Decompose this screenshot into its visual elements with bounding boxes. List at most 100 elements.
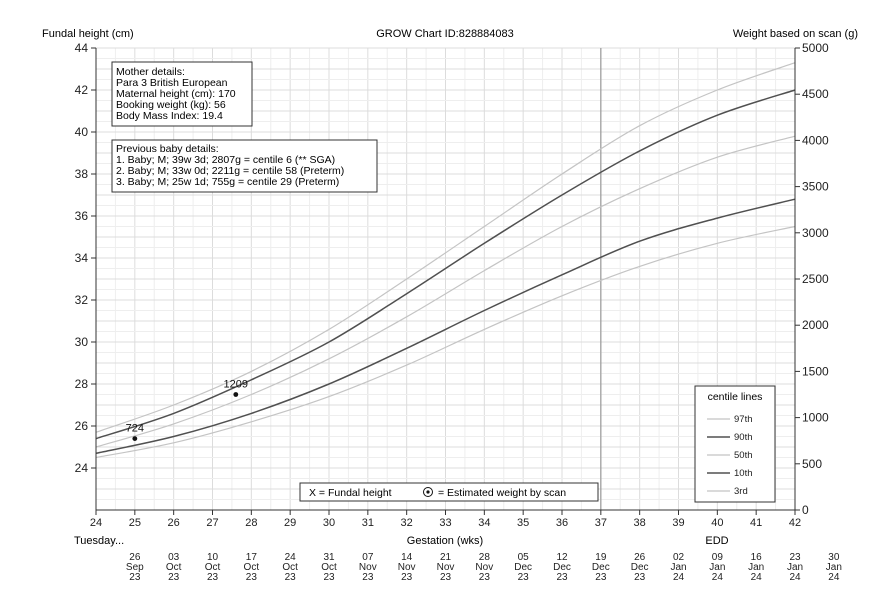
scan-point — [132, 436, 138, 441]
centile-line-10th — [95, 198, 796, 455]
date-label: 26 — [129, 552, 141, 563]
centile-lines — [95, 62, 796, 459]
date-label: 24 — [828, 572, 840, 583]
right-axis-title: Weight based on scan (g) — [733, 28, 858, 40]
right-tick-label: 4000 — [802, 133, 829, 147]
date-label: Nov — [437, 562, 455, 573]
date-label: 07 — [362, 552, 374, 563]
date-label: 23 — [518, 572, 530, 583]
week-tick-label: 24 — [90, 517, 102, 529]
date-label: Dec — [631, 562, 649, 573]
right-tick-label: 500 — [802, 457, 822, 471]
mother-details-box: Mother details: Para 3 British European … — [111, 61, 253, 127]
date-label: Dec — [553, 562, 571, 573]
date-label: 05 — [518, 552, 530, 563]
left-tick-label: 28 — [75, 377, 89, 391]
date-label: 24 — [751, 572, 763, 583]
chart-axes: 24 26 28 30 32 34 36 38 40 42 44 0 500 1000 1500 2000 25… — [75, 41, 829, 529]
date-label: 23 — [401, 572, 413, 583]
centile-legend: centile lines 97th 90th 50th 10th 3rd — [694, 385, 776, 503]
booking-weight: Booking weight (kg): 56 — [116, 99, 226, 111]
right-tick-label: 0 — [802, 503, 809, 517]
centile-line-3rd — [95, 225, 796, 459]
date-label: Nov — [475, 562, 493, 573]
week-tick-label: 30 — [323, 517, 335, 529]
date-label: Oct — [244, 562, 260, 573]
fundal-height-key: X = Fundal height — [309, 487, 392, 499]
right-tick-label: 1000 — [802, 411, 829, 425]
date-label: 23 — [207, 572, 219, 583]
date-label: 24 — [789, 572, 801, 583]
date-label: 23 — [129, 572, 141, 583]
date-label: Oct — [205, 562, 221, 573]
symbol-key-box: X = Fundal height = Estimated weight by … — [299, 482, 599, 502]
left-tick-label: 30 — [75, 335, 89, 349]
week-tick-label: 38 — [634, 517, 646, 529]
legend-label: 3rd — [734, 486, 748, 497]
date-label: Nov — [359, 562, 377, 573]
week-tick-label: 33 — [439, 517, 451, 529]
date-label: 03 — [168, 552, 180, 563]
week-tick-label: 39 — [672, 517, 684, 529]
start-day-label: Tuesday... — [74, 535, 124, 547]
week-tick-label: 42 — [789, 517, 801, 529]
scan-weight-label: 1209 — [224, 379, 248, 391]
calendar-dates: 26Sep2303Oct2310Oct2317Oct2324Oct2331Oct… — [126, 552, 842, 583]
mother-parity-ethnicity: Para 3 British European — [116, 77, 228, 89]
right-tick-label: 4500 — [802, 87, 829, 101]
previous-baby-box: Previous baby details: 1. Baby; M; 39w 3… — [111, 139, 378, 193]
date-label: 23 — [362, 572, 374, 583]
date-label: 17 — [246, 552, 258, 563]
date-label: 23 — [168, 572, 180, 583]
scan-marker-dot-icon — [426, 490, 430, 494]
date-label: Jan — [787, 562, 803, 573]
legend-label: 50th — [734, 450, 753, 461]
left-tick-label: 44 — [75, 41, 89, 55]
week-tick-label: 26 — [168, 517, 180, 529]
date-label: 23 — [323, 572, 335, 583]
date-label: 23 — [246, 572, 258, 583]
left-tick-label: 40 — [75, 125, 89, 139]
week-tick-label: 25 — [129, 517, 141, 529]
week-tick-label: 31 — [362, 517, 374, 529]
date-label: 23 — [789, 552, 801, 563]
date-label: 23 — [285, 572, 297, 583]
week-tick-label: 35 — [517, 517, 529, 529]
left-tick-label: 36 — [75, 209, 89, 223]
right-tick-label: 2000 — [802, 318, 829, 332]
week-tick-label: 36 — [556, 517, 568, 529]
left-tick-label: 24 — [75, 461, 89, 475]
left-tick-label: 26 — [75, 419, 89, 433]
date-label: Nov — [398, 562, 416, 573]
legend-label: 97th — [734, 414, 753, 425]
previous-baby-2: 2. Baby; M; 33w 0d; 2211g = centile 58 (… — [116, 165, 344, 177]
right-tick-label: 3000 — [802, 226, 829, 240]
week-tick-label: 32 — [401, 517, 413, 529]
week-tick-label: 34 — [478, 517, 490, 529]
date-label: Jan — [826, 562, 842, 573]
date-label: 24 — [673, 572, 685, 583]
left-tick-label: 42 — [75, 83, 89, 97]
previous-baby-1: 1. Baby; M; 39w 3d; 2807g = centile 6 (*… — [116, 154, 335, 166]
scan-weight-label: 724 — [126, 423, 144, 435]
date-label: 21 — [440, 552, 452, 563]
scan-point — [233, 392, 239, 397]
right-tick-label: 5000 — [802, 41, 829, 55]
date-label: Jan — [748, 562, 764, 573]
mother-details-heading: Mother details: — [116, 66, 185, 78]
gestation-axis-label: Gestation (wks) — [407, 535, 483, 547]
centile-line-90th — [95, 89, 796, 440]
week-tick-label: 40 — [711, 517, 723, 529]
date-label: 30 — [828, 552, 840, 563]
date-label: 12 — [556, 552, 568, 563]
week-tick-label: 27 — [206, 517, 218, 529]
previous-baby-3: 3. Baby; M; 25w 1d; 755g = centile 29 (P… — [116, 176, 339, 188]
date-label: 23 — [479, 572, 491, 583]
date-label: 26 — [634, 552, 646, 563]
body-mass-index: Body Mass Index: 19.4 — [116, 110, 223, 122]
legend-label: 10th — [734, 468, 753, 479]
date-label: 24 — [285, 552, 297, 563]
left-tick-label: 34 — [75, 251, 89, 265]
date-label: Oct — [321, 562, 337, 573]
centile-line-97th — [95, 62, 796, 433]
